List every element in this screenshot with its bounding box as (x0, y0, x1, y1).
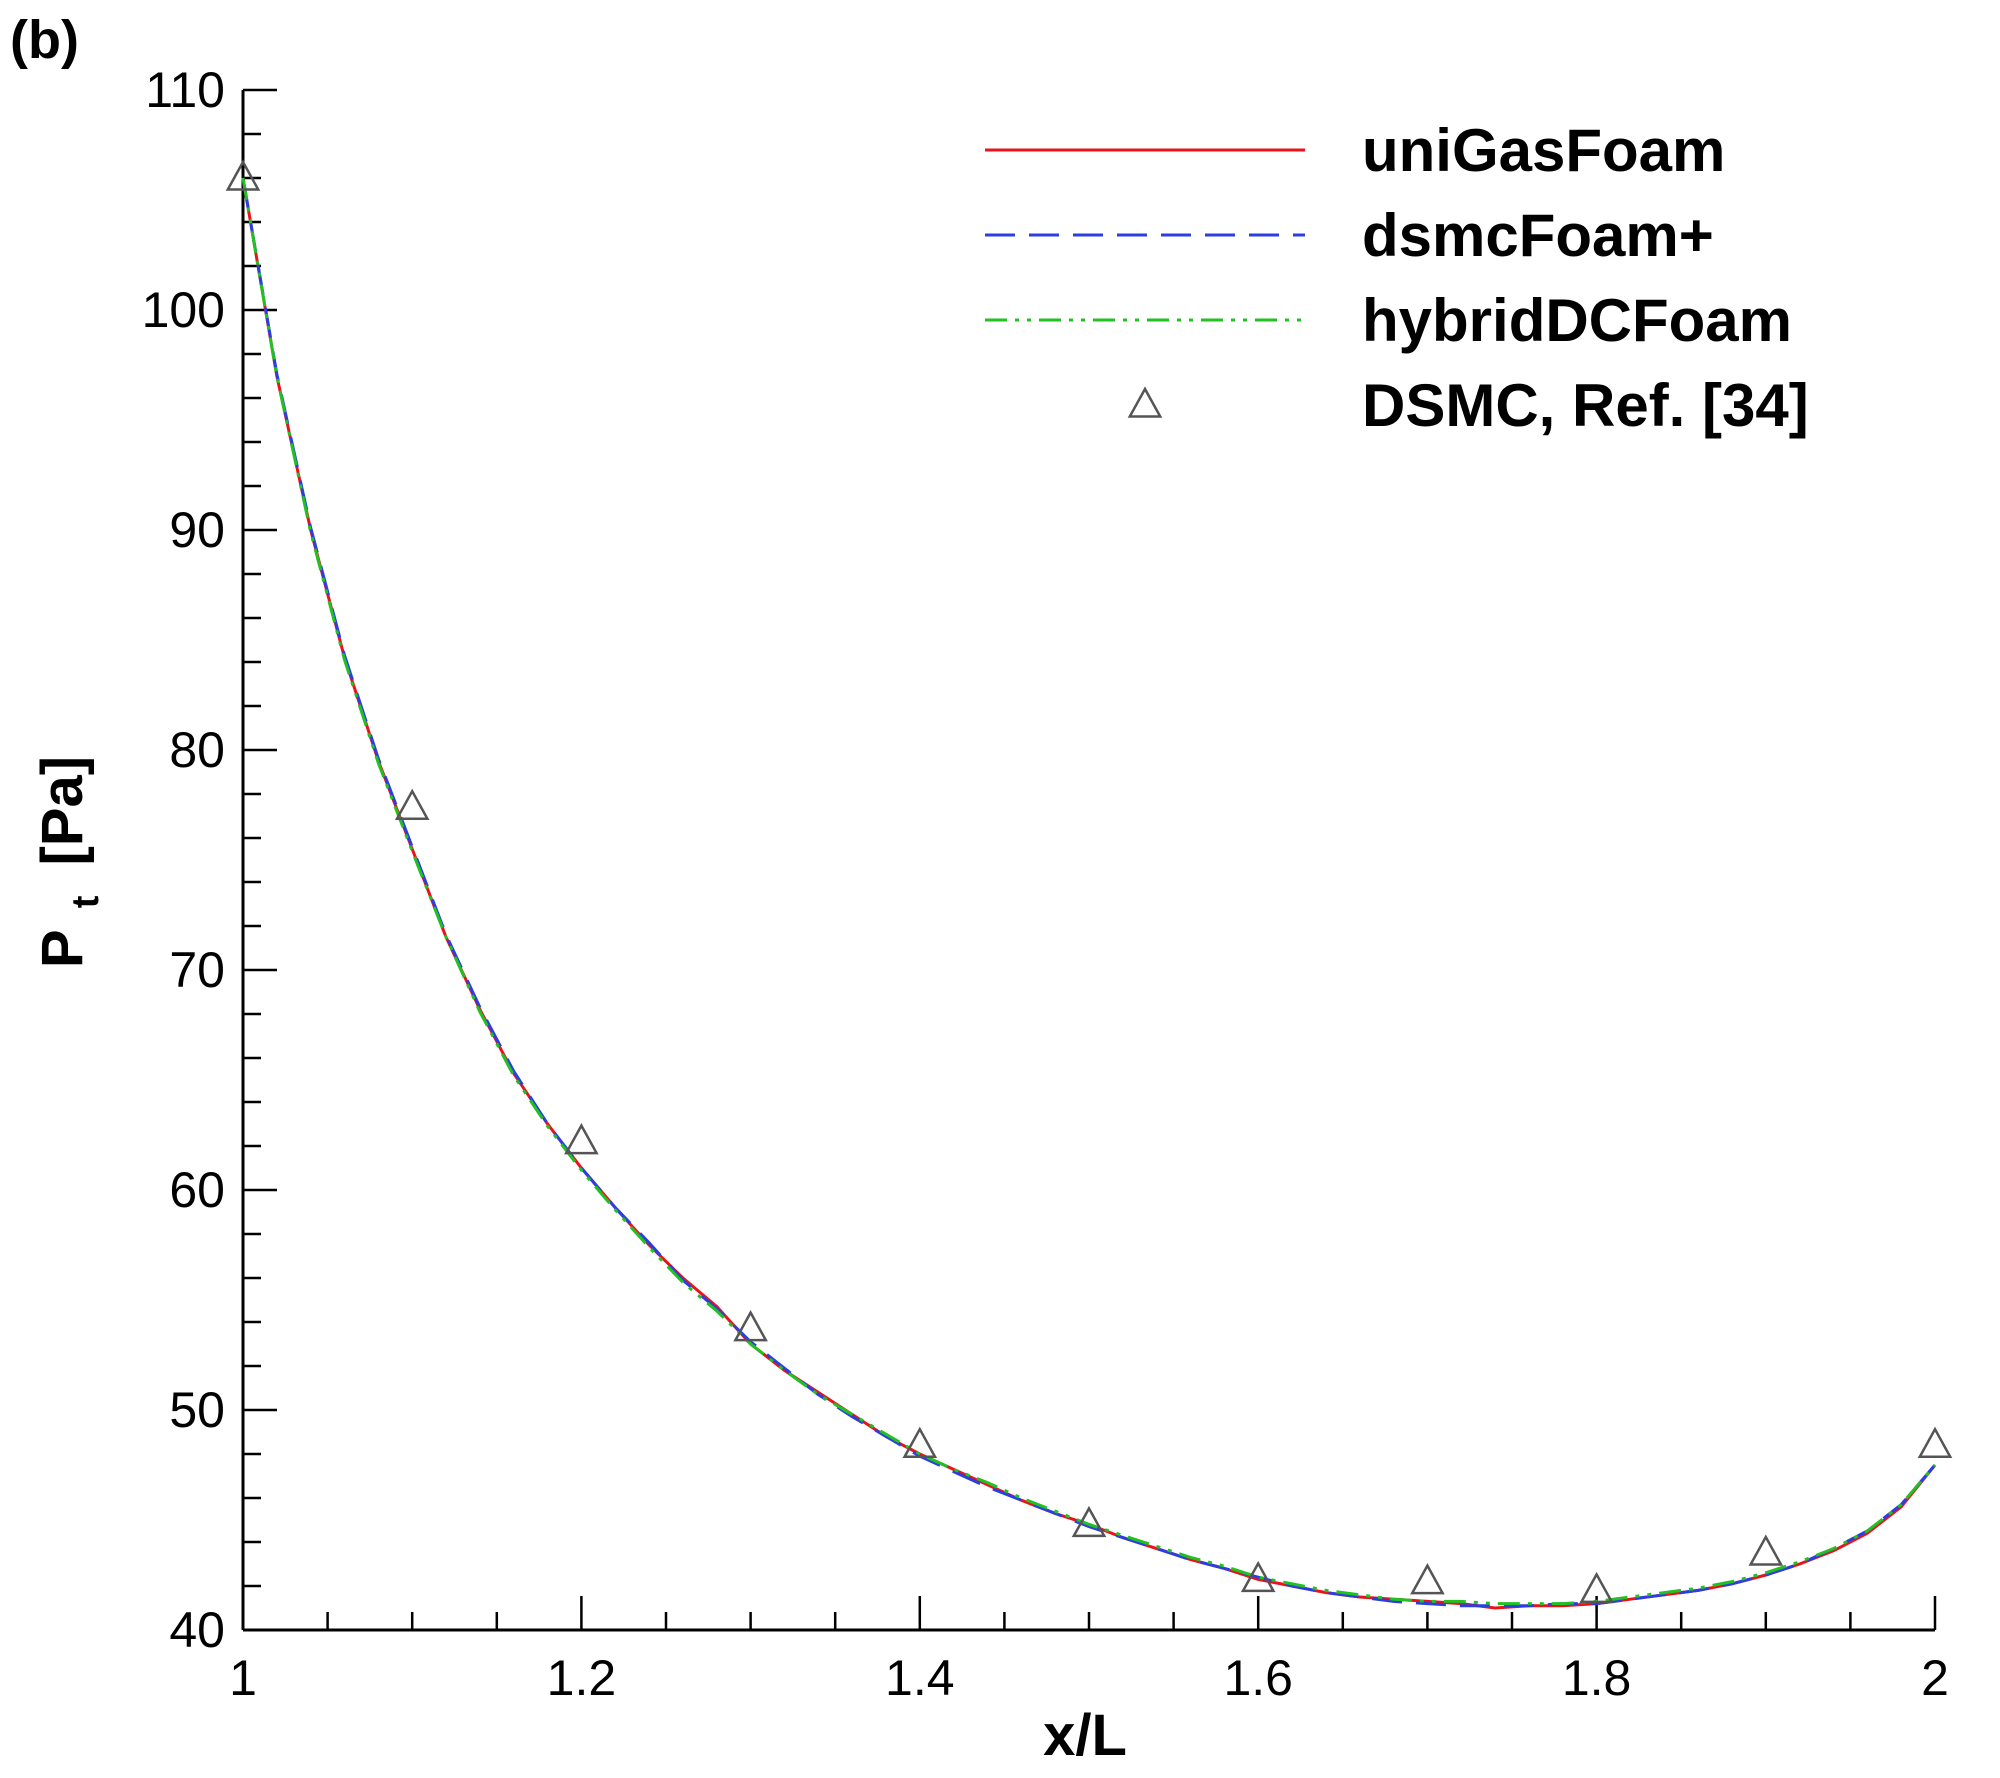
y-tick-label: 70 (169, 942, 225, 998)
y-tick-label: 60 (169, 1162, 225, 1218)
x-tick-label: 1.4 (885, 1650, 955, 1706)
x-tick-labels: 1 1.2 1.4 1.6 1.8 2 (229, 1650, 1949, 1706)
dsmc-reference-markers (225, 159, 1953, 1604)
dsmc-marker (902, 1426, 938, 1458)
x-ticks (241, 1596, 1937, 1630)
y-axis-title: P t [Pa] (30, 756, 111, 968)
legend-swatch-marker (1127, 386, 1163, 418)
legend-label: uniGasFoam (1362, 117, 1725, 184)
dsmc-marker (564, 1123, 599, 1155)
y-tick-labels: 40 50 60 70 80 90 100 110 (142, 62, 225, 1658)
y-axis-title-unit: [Pa] (30, 756, 95, 866)
x-tick-label: 2 (1921, 1650, 1949, 1706)
x-tick-label: 1.2 (547, 1650, 617, 1706)
y-tick-label: 90 (169, 502, 225, 558)
dsmc-marker (1071, 1505, 1107, 1538)
y-ticks (243, 88, 277, 1632)
y-tick-label: 100 (142, 282, 225, 338)
x-tick-label: 1.6 (1223, 1650, 1293, 1706)
y-tick-label: 40 (169, 1602, 225, 1658)
dsmc-marker (1917, 1426, 1953, 1458)
series-line-hybriddcfoam (241, 177, 1937, 1606)
dsmc-marker (1748, 1534, 1784, 1566)
svg-text:P t [Pa]: P t [Pa] (30, 756, 111, 968)
legend-label: hybridDCFoam (1362, 287, 1792, 354)
legend-label: dsmcFoam+ (1362, 202, 1714, 269)
dsmc-marker (394, 788, 430, 820)
panel-label: (b) (10, 10, 79, 70)
legend: uniGasFoam dsmcFoam+ hybridDCFoam DSMC, Ref… (985, 117, 1809, 439)
y-tick-label: 80 (169, 722, 225, 778)
series-lines (241, 177, 1937, 1610)
y-axis-title-subscript: t (65, 895, 107, 908)
y-axis-title-main: P (30, 930, 95, 968)
x-tick-label: 1 (229, 1650, 257, 1706)
y-tick-label: 110 (145, 62, 225, 118)
dsmc-marker (733, 1310, 768, 1342)
dsmc-marker (1579, 1571, 1614, 1604)
legend-label: DSMC, Ref. [34] (1362, 372, 1809, 439)
x-axis-title: x/L (1043, 1703, 1127, 1768)
dsmc-marker (225, 159, 261, 191)
dsmc-marker (1410, 1563, 1445, 1595)
dsmc-marker (1240, 1560, 1276, 1593)
series-line-dsmcfoam (241, 177, 1937, 1608)
y-tick-label: 50 (169, 1382, 225, 1438)
x-tick-label: 1.8 (1562, 1650, 1632, 1706)
